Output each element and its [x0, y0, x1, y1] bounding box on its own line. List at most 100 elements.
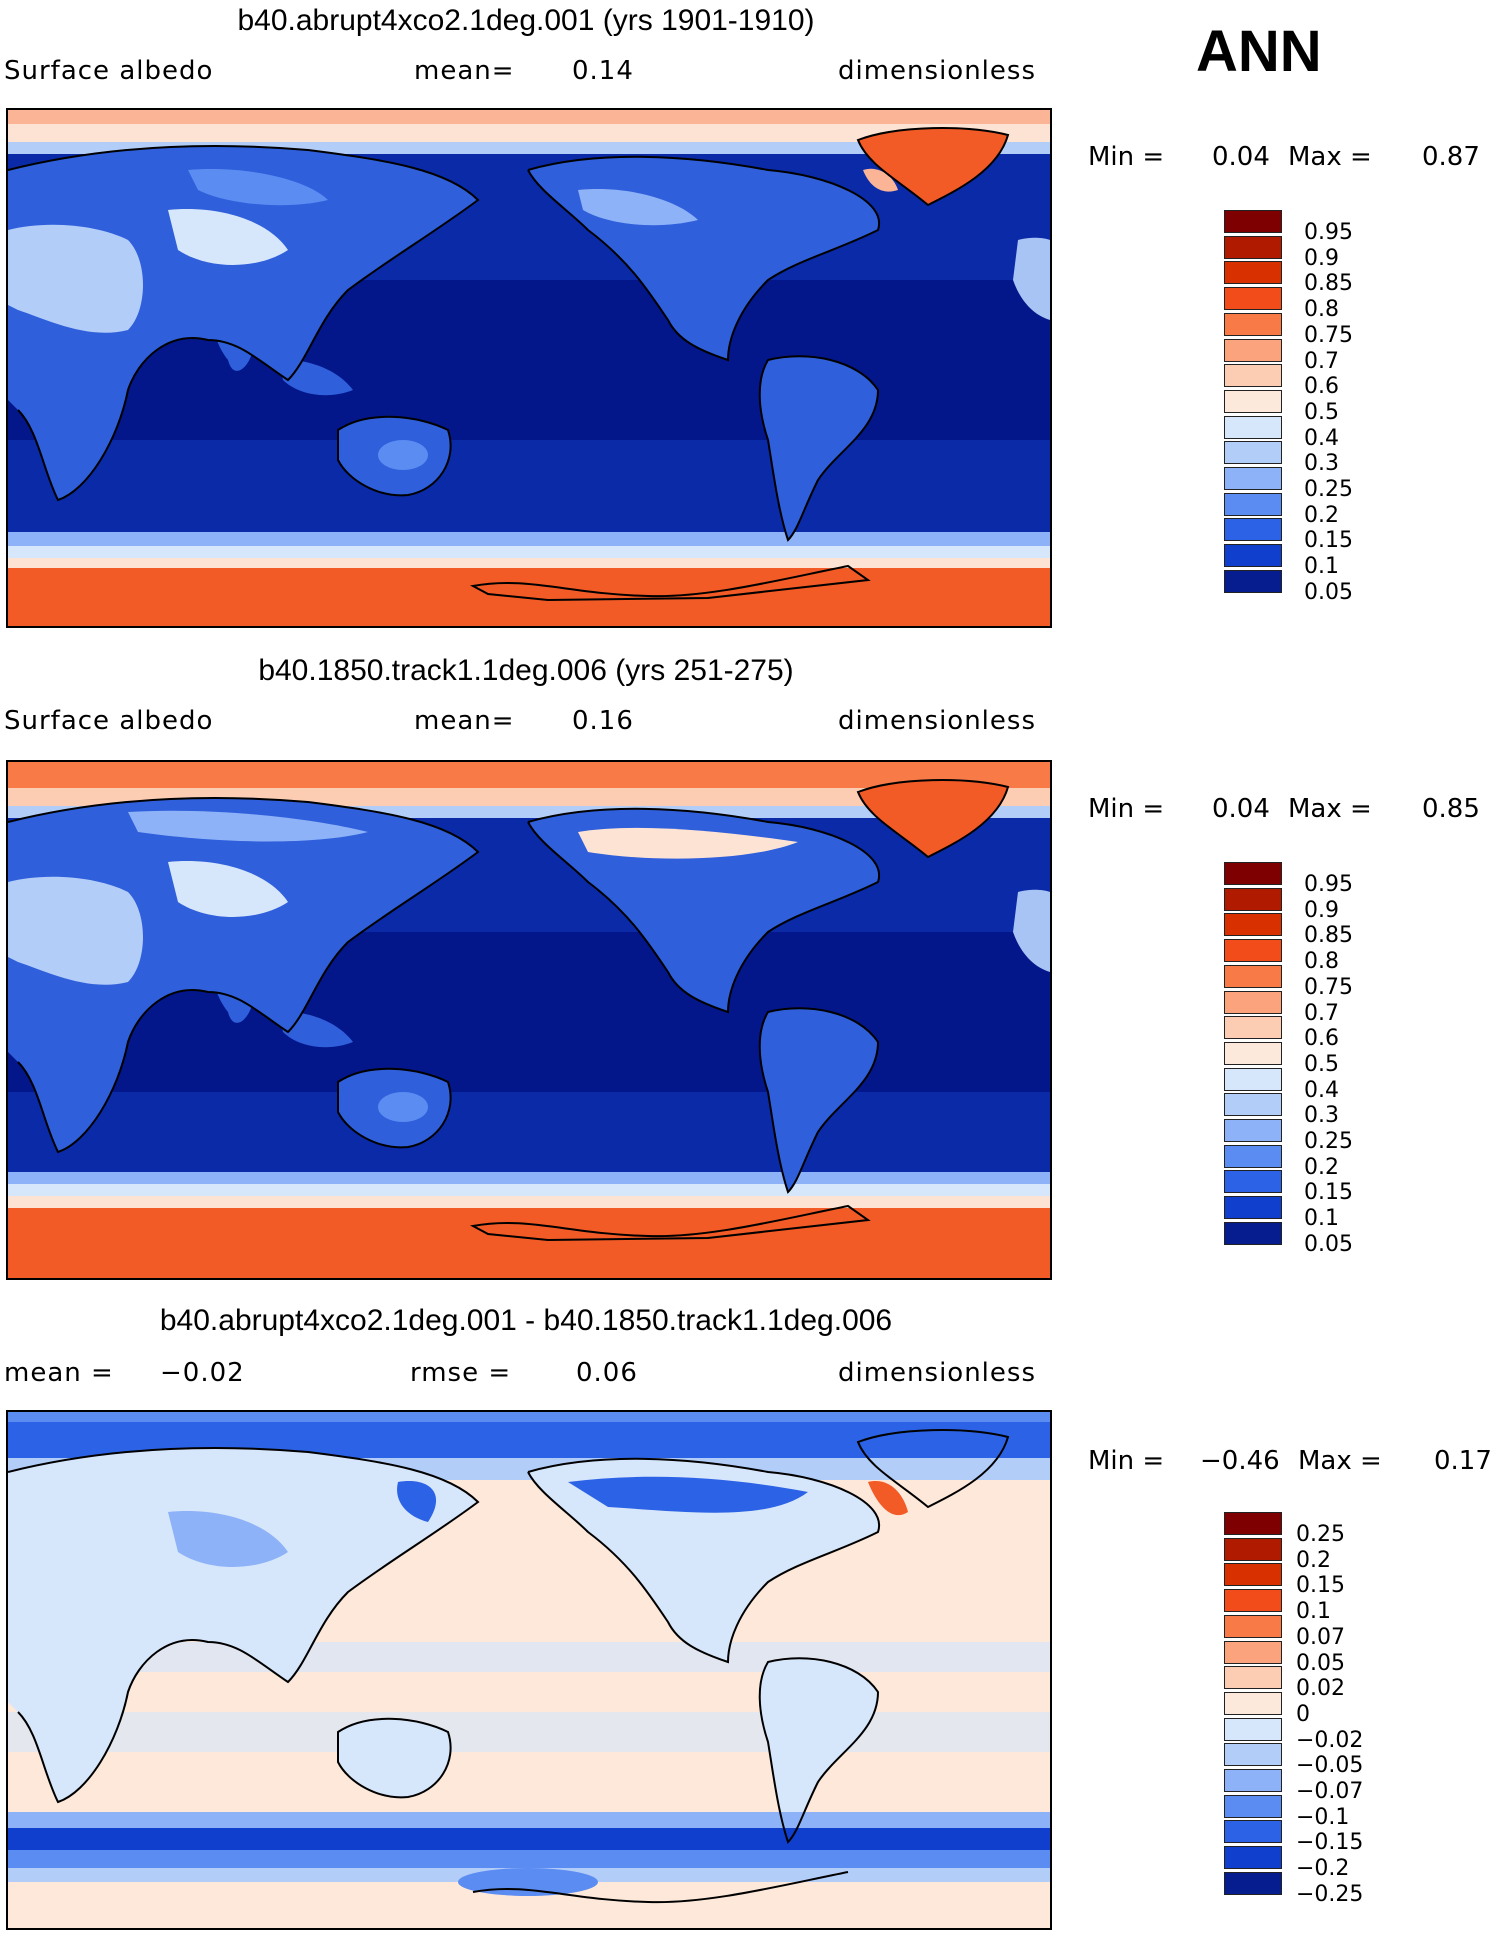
- colorbar-label: −0.1: [1296, 1804, 1350, 1830]
- panel2-mean-label: mean=: [414, 706, 515, 736]
- colorbar-swatch: [1224, 1563, 1282, 1587]
- colorbar-label: 0.5: [1304, 1051, 1339, 1077]
- colorbar-label: 0.2: [1304, 1154, 1339, 1180]
- colorbar-swatch: [1224, 1067, 1282, 1091]
- colorbar-swatch: [1224, 441, 1282, 465]
- colorbar-swatch: [1224, 964, 1282, 988]
- panel1-min-value: 0.04: [1212, 142, 1270, 172]
- panel2-variable-label: Surface albedo: [4, 706, 214, 736]
- colorbar-label: 0.05: [1304, 579, 1353, 605]
- colorbar-label: 0: [1296, 1701, 1310, 1727]
- colorbar-label: 0.95: [1304, 220, 1353, 245]
- colorbar-label: 0.95: [1304, 872, 1353, 897]
- colorbar-swatch: [1224, 1537, 1282, 1561]
- colorbar-label: 0.2: [1304, 502, 1339, 528]
- colorbar-swatch: [1224, 1016, 1282, 1040]
- colorbar-label: 0.25: [1304, 477, 1353, 502]
- colorbar-swatch: [1224, 1769, 1282, 1792]
- colorbar-swatch: [1224, 1119, 1282, 1142]
- panel3-map: [6, 1410, 1052, 1930]
- panel1-mean-label: mean=: [414, 56, 515, 86]
- panel3-units-label: dimensionless: [838, 1358, 1036, 1388]
- colorbar-label: 0.1: [1304, 1206, 1339, 1232]
- colorbar-label: −0.25: [1296, 1881, 1364, 1907]
- colorbar-swatch: [1224, 1589, 1282, 1613]
- colorbar-swatch: [1224, 1041, 1282, 1065]
- colorbar-swatch: [1224, 1640, 1282, 1664]
- colorbar-label: 0.07: [1296, 1624, 1345, 1650]
- panel3-max-label: Max =: [1298, 1446, 1382, 1476]
- colorbar-swatch: [1224, 544, 1282, 568]
- season-label: ANN: [1196, 19, 1322, 84]
- colorbar-label: 0.1: [1304, 554, 1339, 580]
- panel1-variable-label: Surface albedo: [4, 56, 214, 86]
- colorbar-swatch: [1224, 1614, 1282, 1638]
- colorbar-swatch: [1224, 1794, 1282, 1818]
- colorbar-swatch: [1224, 1691, 1282, 1715]
- colorbar-swatch: [1224, 1820, 1282, 1844]
- panel3-rmse-label: rmse =: [410, 1358, 512, 1388]
- colorbar-swatch: [1224, 569, 1282, 593]
- colorbar-label: 0.25: [1304, 1129, 1353, 1154]
- colorbar-label: 0.85: [1304, 923, 1353, 949]
- colorbar-swatch: [1224, 1871, 1282, 1895]
- panel2-min-value: 0.04: [1212, 794, 1270, 824]
- colorbar-label: 0.05: [1304, 1231, 1353, 1257]
- colorbar-label: 0.75: [1304, 974, 1353, 1000]
- panel2-map: [6, 760, 1052, 1280]
- colorbar-label: 0.7: [1304, 348, 1339, 374]
- colorbar-label: 0.75: [1304, 322, 1353, 348]
- colorbar-label: 0.15: [1304, 528, 1353, 554]
- colorbar-label: 0.9: [1304, 897, 1339, 923]
- colorbar-label: 0.5: [1304, 399, 1339, 425]
- colorbar-label: 0.05: [1296, 1650, 1345, 1676]
- colorbar-swatch: [1224, 990, 1282, 1014]
- colorbar-label: 0.8: [1304, 297, 1339, 323]
- colorbar-swatch: [1224, 1743, 1282, 1767]
- panel2-max-value: 0.85: [1422, 794, 1480, 824]
- colorbar-swatch: [1224, 1170, 1282, 1194]
- panel3-mean-value: −0.02: [160, 1358, 245, 1388]
- panel1-units-label: dimensionless: [838, 56, 1036, 86]
- colorbar-swatch: [1224, 389, 1282, 413]
- colorbar-label: 0.15: [1304, 1180, 1353, 1206]
- colorbar-swatch: [1224, 862, 1282, 885]
- colorbar-label: 0.9: [1304, 245, 1339, 271]
- panel3-rmse-value: 0.06: [576, 1358, 638, 1388]
- panel2-title: b40.1850.track1.1deg.006 (yrs 251-275): [258, 654, 794, 687]
- colorbar-label: 0.1: [1296, 1599, 1331, 1625]
- colorbar-swatch: [1224, 913, 1282, 937]
- colorbar-swatch: [1224, 1196, 1282, 1220]
- colorbar-swatch: [1224, 518, 1282, 542]
- colorbar-label: −0.07: [1296, 1779, 1364, 1804]
- colorbar-label: 0.7: [1304, 1000, 1339, 1026]
- colorbar-label: 0.6: [1304, 374, 1339, 400]
- colorbar-label: 0.6: [1304, 1026, 1339, 1052]
- colorbar-swatch: [1224, 1846, 1282, 1870]
- panel2-min-label: Min =: [1088, 794, 1165, 824]
- colorbar-swatch: [1224, 312, 1282, 336]
- colorbar-swatch: [1224, 1221, 1282, 1245]
- colorbar-swatch: [1224, 1717, 1282, 1741]
- panel1-map: [6, 108, 1052, 628]
- colorbar-label: −0.05: [1296, 1753, 1364, 1779]
- colorbar-swatch: [1224, 492, 1282, 516]
- colorbar-swatch: [1224, 210, 1282, 233]
- colorbar-label: 0.4: [1304, 1077, 1339, 1103]
- colorbar-label: 0.85: [1304, 271, 1353, 297]
- colorbar-swatch: [1224, 887, 1282, 911]
- colorbar-swatch: [1224, 1512, 1282, 1535]
- panel2-mean-value: 0.16: [572, 706, 634, 736]
- colorbar-label: 0.3: [1304, 1103, 1339, 1129]
- colorbar-label: 0.4: [1304, 425, 1339, 451]
- colorbar-swatch: [1224, 1144, 1282, 1168]
- colorbar-swatch: [1224, 1093, 1282, 1117]
- panel1-title: b40.abrupt4xco2.1deg.001 (yrs 1901-1910): [237, 4, 815, 37]
- colorbar-label: 0.8: [1304, 949, 1339, 975]
- panel1-max-label: Max =: [1288, 142, 1372, 172]
- colorbar-label: 0.3: [1304, 451, 1339, 477]
- colorbar-label: −0.15: [1296, 1830, 1364, 1856]
- colorbar-swatch: [1224, 364, 1282, 388]
- panel3-max-value: 0.17: [1434, 1446, 1492, 1476]
- colorbar-label: 0.02: [1296, 1676, 1345, 1702]
